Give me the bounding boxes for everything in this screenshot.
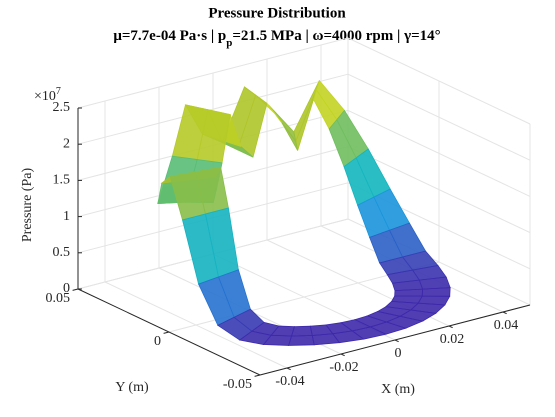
- surface-patch: [288, 335, 315, 346]
- x-tick-label: -0.04: [275, 374, 304, 389]
- y-tick-label: 0.05: [46, 291, 71, 306]
- grid-line: [347, 73, 531, 161]
- z-tick-label: 0: [63, 281, 70, 296]
- z-multiplier-exponent: 7: [56, 86, 61, 97]
- z-multiplier-base: ×10: [34, 89, 56, 104]
- subtitle-part: μ=7.7e-04 Pa·s | p: [113, 28, 226, 44]
- surface: [157, 79, 451, 346]
- x-axis-label: X (m): [381, 382, 415, 397]
- y-tick: [72, 288, 79, 291]
- subtitle-subscript: p: [226, 37, 232, 49]
- grid-line: [77, 73, 349, 145]
- surface-patch: [293, 80, 320, 143]
- z-multiplier: ×107: [34, 86, 61, 104]
- x-tick-label: 0.02: [440, 332, 465, 347]
- x-tick-label: 0.04: [494, 318, 519, 333]
- x-axis: [259, 304, 531, 376]
- x-tick-label: -0.02: [329, 360, 358, 375]
- z-tick-label: 1.5: [53, 173, 71, 188]
- y-tick-label: -0.05: [223, 377, 252, 392]
- grid: [77, 37, 531, 376]
- surface-patch: [290, 325, 313, 337]
- z-tick-label: 2: [63, 136, 70, 151]
- y-tick: [163, 331, 170, 334]
- x-tick-label: 0: [395, 346, 402, 361]
- grid-line: [77, 37, 349, 109]
- y-tick: [254, 374, 261, 377]
- z-tick-label: 1: [63, 209, 70, 224]
- axes: -0.04-0.0200.020.04-0.0500.0500.511.522.…: [46, 100, 531, 392]
- grid-line: [347, 146, 531, 234]
- grid-line: [347, 109, 531, 197]
- z-tick-label: 0.5: [53, 245, 71, 260]
- y-tick-label: 0: [154, 334, 161, 349]
- z-axis-label: Pressure (Pa): [20, 168, 35, 243]
- subtitle-part: =21.5 MPa | ω=4000 rpm | γ=14°: [232, 28, 440, 44]
- z-tick-label: 2.5: [53, 100, 71, 115]
- grid-line: [347, 37, 531, 125]
- y-axis-label: Y (m): [115, 380, 149, 395]
- chart-title: Pressure Distribution: [208, 5, 346, 21]
- surface-patch: [394, 288, 423, 297]
- y-axis: [77, 288, 261, 376]
- surface-patch: [421, 287, 451, 297]
- chart-subtitle: μ=7.7e-04 Pa·s | pp=21.5 MPa | ω=4000 rp…: [113, 28, 440, 48]
